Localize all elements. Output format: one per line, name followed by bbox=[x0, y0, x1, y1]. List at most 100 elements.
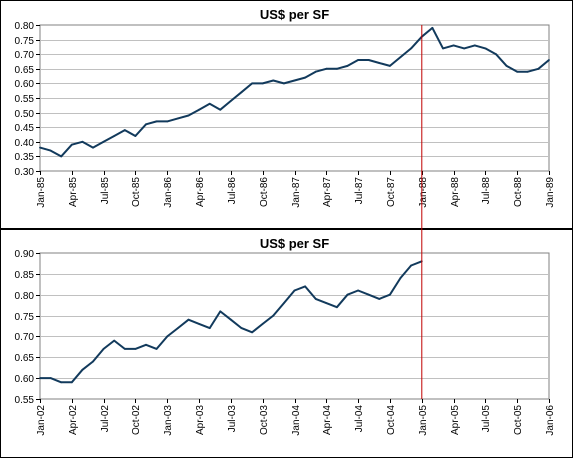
x-tick-label: Jul-85 bbox=[100, 177, 111, 205]
x-tick-label: Oct-04 bbox=[386, 405, 397, 435]
x-tick-label: Oct-02 bbox=[131, 405, 142, 435]
data-point bbox=[39, 146, 41, 149]
y-tick-label: 0.90 bbox=[15, 249, 35, 260]
data-point bbox=[251, 82, 254, 85]
y-tick-label: 0.65 bbox=[15, 65, 35, 76]
data-point bbox=[495, 53, 497, 56]
data-point bbox=[261, 323, 264, 325]
data-point bbox=[113, 135, 116, 137]
data-point bbox=[177, 117, 179, 120]
data-point bbox=[92, 146, 94, 149]
data-point bbox=[102, 348, 105, 350]
data-point bbox=[293, 79, 296, 82]
data-point bbox=[166, 335, 169, 338]
data-point bbox=[155, 120, 158, 123]
x-tick-label: Oct-03 bbox=[259, 405, 270, 435]
data-point bbox=[389, 65, 391, 67]
chart-2: 0.55 0.60 0.65 0.70 0.75 0.80 0.85 0.90 Jan-02 Ap… bbox=[15, 236, 556, 436]
data-point bbox=[134, 348, 137, 350]
data-point bbox=[187, 114, 190, 117]
data-point bbox=[198, 323, 201, 325]
x-tick-label: Jan-06 bbox=[545, 405, 556, 436]
y-tick-label: 0.50 bbox=[15, 109, 35, 120]
y-tick-label: 0.30 bbox=[15, 167, 35, 178]
data-point bbox=[346, 293, 349, 296]
x-tick-label: Apr-86 bbox=[195, 177, 206, 207]
data-point bbox=[537, 67, 540, 70]
data-point bbox=[123, 129, 126, 132]
data-point bbox=[102, 140, 105, 143]
data-point bbox=[283, 82, 285, 85]
data-point bbox=[60, 381, 63, 384]
data-point bbox=[283, 302, 285, 304]
data-point bbox=[145, 123, 147, 126]
data-point bbox=[70, 143, 73, 146]
data-point bbox=[357, 289, 359, 292]
data-point bbox=[452, 44, 455, 47]
data-point bbox=[378, 62, 381, 64]
data-point bbox=[70, 381, 73, 384]
y-tick-label: 0.40 bbox=[15, 138, 35, 149]
x-tick-label: Jan-03 bbox=[163, 405, 174, 436]
x-tick-label: Oct-86 bbox=[259, 177, 270, 207]
data-point bbox=[81, 140, 84, 143]
data-point bbox=[230, 100, 232, 102]
y-tick-label: 0.45 bbox=[15, 123, 35, 134]
data-point bbox=[484, 47, 487, 50]
y-tick-label: 0.70 bbox=[15, 332, 35, 343]
data-point bbox=[293, 289, 296, 292]
data-point bbox=[399, 56, 402, 58]
data-point bbox=[166, 120, 169, 123]
data-point bbox=[272, 79, 275, 82]
data-point bbox=[251, 331, 254, 334]
data-point bbox=[410, 264, 412, 267]
x-tick-label: Jan-04 bbox=[291, 405, 302, 436]
y-tick-label: 0.80 bbox=[15, 21, 35, 32]
x-tick-label: Jan-88 bbox=[418, 177, 429, 208]
y-tick-label: 0.70 bbox=[15, 50, 35, 61]
data-point bbox=[367, 59, 370, 61]
data-point bbox=[92, 360, 94, 363]
data-point bbox=[357, 59, 359, 61]
x-tick-label: Apr-02 bbox=[68, 405, 79, 435]
data-point bbox=[81, 368, 84, 371]
data-point bbox=[389, 293, 391, 296]
x-tick-label: Jul-05 bbox=[481, 405, 492, 433]
x-tick-label: Apr-04 bbox=[322, 405, 333, 435]
x-tick-label: Jul-87 bbox=[354, 177, 365, 205]
chart-1: 0.30 0.35 0.40 0.45 0.50 0.55 0.60 0.65 0.70 0.75… bbox=[15, 7, 556, 208]
x-tick-label: Jul-02 bbox=[100, 405, 111, 433]
x-tick-label: Apr-87 bbox=[322, 177, 333, 207]
data-point bbox=[177, 327, 179, 329]
data-point bbox=[473, 44, 476, 47]
data-point bbox=[219, 310, 222, 313]
y-tick-label: 0.75 bbox=[15, 36, 35, 47]
data-point bbox=[336, 306, 338, 309]
data-point bbox=[463, 47, 466, 50]
x-tick-label: Jan-02 bbox=[36, 405, 47, 436]
data-point bbox=[516, 70, 519, 73]
x-tick-label: Oct-05 bbox=[513, 405, 524, 435]
data-point bbox=[314, 70, 317, 73]
data-point bbox=[505, 65, 508, 67]
data-point bbox=[49, 149, 52, 152]
data-point bbox=[314, 298, 317, 300]
x-tick-label: Apr-05 bbox=[450, 405, 461, 435]
data-point bbox=[49, 377, 52, 379]
chart-divider bbox=[0, 228, 572, 230]
data-point bbox=[198, 108, 201, 111]
y-tick-label: 0.65 bbox=[15, 353, 35, 364]
data-point bbox=[442, 47, 444, 50]
data-point bbox=[325, 302, 328, 304]
x-tick-label: Jan-85 bbox=[36, 177, 47, 208]
data-point bbox=[431, 27, 434, 29]
x-tick-label: Jul-88 bbox=[481, 177, 492, 205]
data-point bbox=[336, 67, 338, 70]
data-point bbox=[240, 91, 243, 94]
plot-area bbox=[39, 252, 550, 400]
data-point bbox=[60, 155, 63, 158]
data-point bbox=[548, 59, 550, 61]
x-tick-label: Jul-03 bbox=[227, 405, 238, 433]
y-tick-label: 0.55 bbox=[15, 395, 35, 406]
